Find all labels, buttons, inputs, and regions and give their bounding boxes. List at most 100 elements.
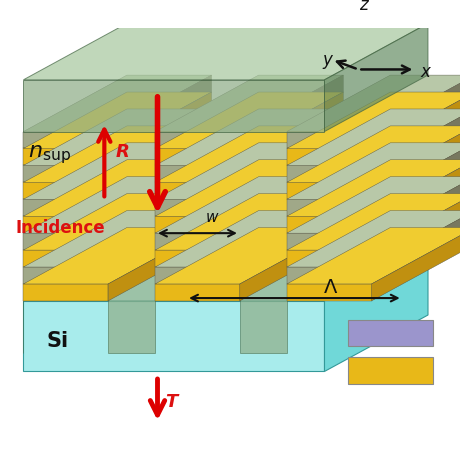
Polygon shape [240,132,287,353]
Polygon shape [108,143,211,216]
Polygon shape [287,233,372,250]
Polygon shape [108,210,211,284]
Polygon shape [287,148,372,165]
Polygon shape [108,109,211,182]
Polygon shape [108,177,211,250]
Polygon shape [240,228,343,301]
Polygon shape [155,267,240,284]
Polygon shape [287,210,474,267]
Polygon shape [240,177,343,250]
Polygon shape [372,92,474,165]
Polygon shape [287,267,372,284]
Polygon shape [155,194,343,250]
Polygon shape [23,177,211,233]
Polygon shape [155,250,240,267]
Polygon shape [155,228,343,284]
Polygon shape [23,199,108,216]
Polygon shape [287,132,372,148]
Polygon shape [23,216,108,233]
Polygon shape [23,233,108,250]
Text: Si: Si [47,331,69,351]
Polygon shape [155,160,343,216]
Polygon shape [108,194,211,267]
Polygon shape [372,109,474,182]
Polygon shape [372,75,474,148]
Polygon shape [23,126,211,182]
Polygon shape [23,75,211,132]
Polygon shape [155,216,240,233]
Polygon shape [155,75,343,132]
Polygon shape [287,160,474,216]
Polygon shape [23,210,211,267]
Polygon shape [287,194,474,250]
Polygon shape [372,228,474,301]
Polygon shape [23,109,211,165]
Polygon shape [23,132,108,148]
Polygon shape [23,182,108,199]
Polygon shape [155,199,240,216]
Text: $n_\mathrm{sup}$: $n_\mathrm{sup}$ [28,144,71,166]
Polygon shape [155,132,240,148]
Polygon shape [108,160,211,233]
Text: w: w [205,210,218,225]
Polygon shape [372,210,474,284]
Polygon shape [23,23,428,80]
Polygon shape [108,126,211,199]
Text: T: T [165,393,177,411]
Polygon shape [372,177,474,250]
Polygon shape [23,165,108,182]
Polygon shape [240,210,343,284]
Text: z: z [359,0,367,14]
Polygon shape [372,194,474,267]
Polygon shape [23,148,108,165]
Polygon shape [287,177,474,233]
Polygon shape [287,250,372,267]
Polygon shape [155,109,343,165]
Polygon shape [155,182,240,199]
Polygon shape [108,75,211,148]
Polygon shape [23,80,325,132]
Polygon shape [155,165,240,182]
Polygon shape [240,109,343,182]
Polygon shape [287,92,474,148]
Polygon shape [287,126,474,182]
Polygon shape [23,267,108,284]
Text: R: R [116,143,129,161]
Polygon shape [240,126,343,199]
Polygon shape [155,284,240,301]
FancyBboxPatch shape [348,319,433,346]
Polygon shape [287,216,372,233]
Text: x: x [421,63,430,81]
Polygon shape [155,143,343,199]
Polygon shape [325,245,428,372]
Polygon shape [23,160,211,216]
Polygon shape [287,143,474,199]
Polygon shape [240,194,343,267]
Polygon shape [287,182,372,199]
Polygon shape [155,126,343,182]
Polygon shape [23,245,428,301]
Polygon shape [23,194,211,250]
Polygon shape [23,143,211,199]
Polygon shape [23,228,211,284]
Polygon shape [287,75,474,132]
Polygon shape [287,109,474,165]
Polygon shape [23,284,108,301]
Polygon shape [287,165,372,182]
Polygon shape [108,92,211,165]
Polygon shape [23,301,325,372]
Polygon shape [372,126,474,199]
Polygon shape [287,228,474,284]
Polygon shape [155,148,240,165]
Polygon shape [372,160,474,233]
FancyBboxPatch shape [348,357,433,383]
Polygon shape [108,132,155,353]
Polygon shape [240,143,343,216]
Polygon shape [155,210,343,267]
Polygon shape [240,75,343,148]
Polygon shape [23,250,108,267]
Polygon shape [155,92,343,148]
Polygon shape [325,23,428,132]
Polygon shape [240,92,343,165]
Polygon shape [287,199,372,216]
